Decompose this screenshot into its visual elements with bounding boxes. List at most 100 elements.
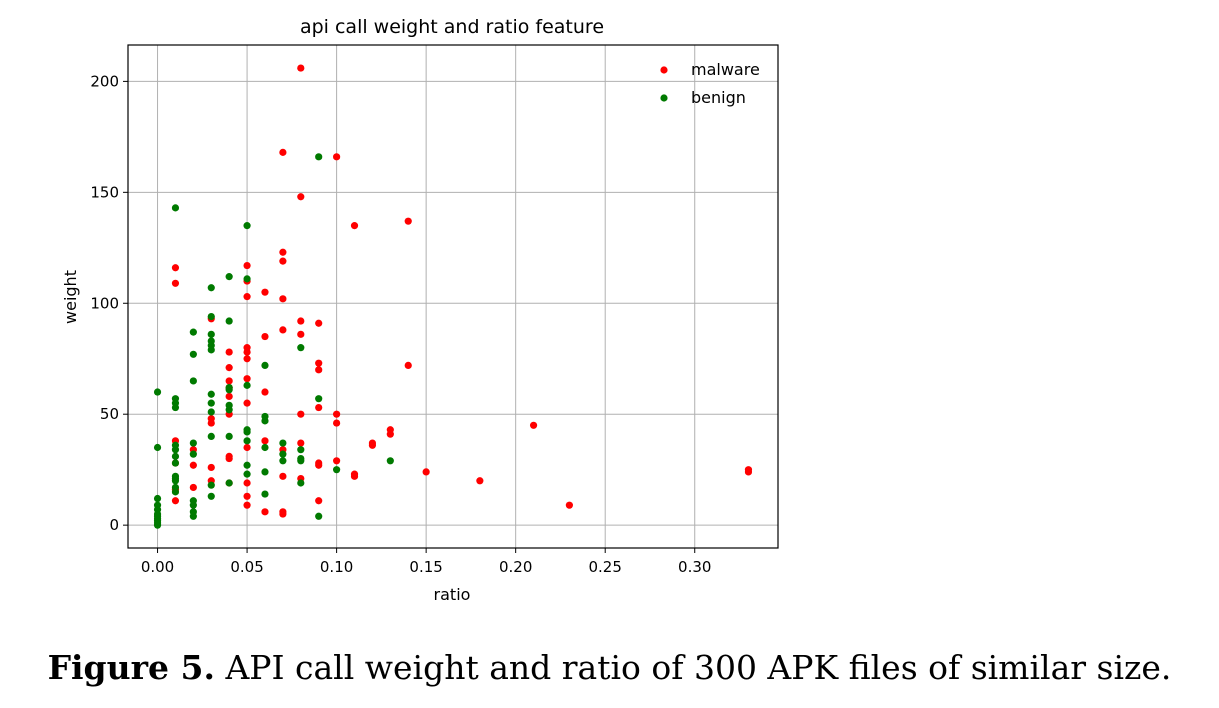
series-malware (171, 64, 753, 518)
malware-point (243, 355, 251, 363)
malware-point (279, 295, 287, 303)
malware-point (529, 421, 538, 429)
malware-point (171, 264, 180, 272)
malware-point (225, 392, 233, 401)
benign-point (189, 512, 197, 520)
malware-point (297, 330, 305, 338)
benign-point (189, 501, 197, 509)
benign-point (171, 488, 180, 496)
malware-point (350, 222, 359, 230)
malware-point (350, 472, 359, 480)
benign-point (315, 512, 323, 520)
benign-point (189, 328, 197, 336)
malware-point (297, 317, 305, 325)
malware-point (243, 293, 251, 301)
benign-point (297, 479, 305, 487)
malware-point (171, 497, 180, 505)
benign-point (207, 492, 215, 500)
benign-point (225, 406, 233, 414)
benign-point (386, 457, 394, 465)
y-tick-label: 100 (90, 294, 119, 312)
benign-point (207, 346, 215, 354)
series-benign (153, 153, 394, 529)
malware-point (565, 501, 573, 509)
malware-point (243, 348, 251, 356)
malware-point (243, 479, 251, 487)
benign-point (243, 470, 251, 478)
benign-point (171, 452, 180, 460)
legend-label-malware: malware (691, 60, 760, 79)
benign-point (153, 443, 162, 452)
malware-point (297, 193, 305, 201)
malware-point (207, 463, 215, 472)
malware-point (279, 326, 287, 334)
malware-point (225, 377, 233, 385)
y-tick-label: 200 (90, 72, 119, 90)
y-tick-label: 150 (90, 183, 119, 201)
malware-point (315, 366, 323, 374)
benign-point (189, 377, 197, 385)
x-tick-label: 0.20 (499, 558, 532, 576)
malware-point (744, 468, 753, 476)
malware-point (386, 430, 394, 438)
benign-point (279, 439, 287, 447)
benign-point (243, 437, 251, 445)
malware-point (261, 332, 269, 341)
malware-point (243, 501, 251, 509)
malware-point (315, 461, 323, 469)
x-tick-label: 0.30 (678, 558, 711, 576)
malware-point (476, 477, 484, 485)
malware-point (243, 399, 251, 407)
figure-caption: Figure 5. API call weight and ratio of 3… (0, 648, 1219, 687)
malware-point (243, 443, 251, 452)
malware-point (368, 441, 377, 449)
benign-point (153, 521, 162, 529)
malware-point (189, 483, 197, 492)
benign-point (225, 432, 233, 440)
benign-point (189, 350, 197, 358)
benign-point (225, 317, 233, 325)
malware-point (315, 359, 323, 367)
benign-point (243, 381, 251, 389)
benign-point (171, 459, 180, 467)
malware-point (261, 388, 269, 396)
malware-point (333, 457, 341, 465)
malware-point (422, 468, 430, 476)
scatter-points (153, 64, 753, 529)
malware-point (261, 508, 269, 516)
malware-point (404, 361, 412, 369)
plot-frame (127, 44, 779, 549)
benign-point (243, 428, 251, 436)
malware-point (279, 472, 287, 480)
legend-marker-benign (660, 94, 668, 102)
benign-point (333, 466, 341, 474)
malware-point (279, 510, 287, 518)
malware-point (189, 461, 197, 469)
benign-point (189, 439, 197, 447)
benign-point (315, 395, 323, 403)
benign-point (189, 450, 197, 458)
malware-point (404, 217, 412, 225)
y-tick-label: 50 (100, 405, 119, 423)
benign-point (207, 390, 215, 398)
benign-point (225, 479, 233, 487)
malware-point (261, 437, 269, 445)
benign-point (279, 450, 287, 458)
benign-point (225, 273, 233, 281)
benign-point (207, 312, 215, 321)
figure-caption-text: API call weight and ratio of 300 APK fil… (225, 648, 1172, 687)
y-tick-label: 0 (109, 516, 119, 534)
benign-point (261, 490, 269, 498)
x-tick-label: 0.25 (589, 558, 622, 576)
malware-point (333, 419, 341, 427)
benign-point (261, 361, 269, 369)
malware-point (279, 248, 287, 256)
benign-point (153, 388, 162, 396)
x-tick-label: 0.05 (230, 558, 263, 576)
benign-point (297, 454, 305, 463)
malware-point (279, 148, 287, 156)
malware-point (297, 410, 305, 418)
benign-point (261, 468, 269, 476)
malware-point (207, 419, 215, 427)
benign-point (261, 417, 269, 425)
